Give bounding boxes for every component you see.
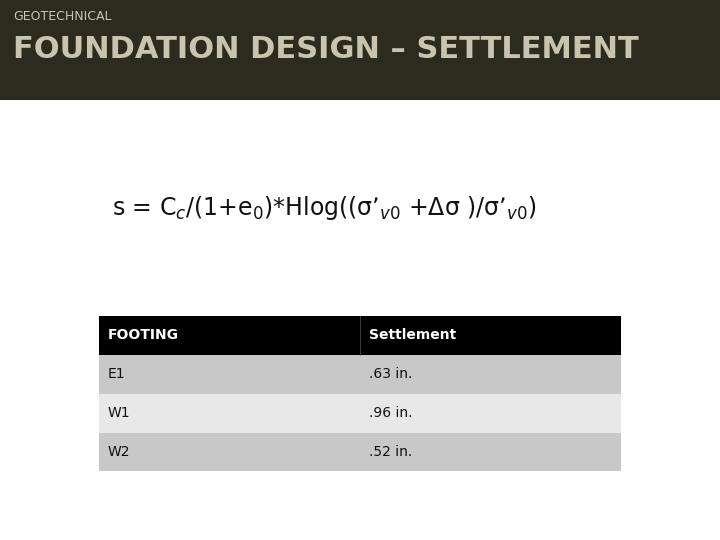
Bar bbox=[0, 0, 720, 100]
Text: E1: E1 bbox=[108, 367, 125, 381]
Bar bbox=[99, 316, 621, 355]
Text: Settlement: Settlement bbox=[369, 328, 456, 342]
Bar bbox=[99, 394, 621, 433]
Text: s = C$_c$/(1+e$_0$)*Hlog((σ’$_{v0}$ +Δσ )/σ’$_{v0}$): s = C$_c$/(1+e$_0$)*Hlog((σ’$_{v0}$ +Δσ … bbox=[112, 194, 536, 222]
Text: GEOTECHNICAL: GEOTECHNICAL bbox=[13, 10, 112, 23]
Text: W2: W2 bbox=[108, 445, 130, 459]
Bar bbox=[99, 355, 621, 394]
Bar bbox=[99, 433, 621, 471]
Text: W1: W1 bbox=[108, 406, 130, 420]
Text: .52 in.: .52 in. bbox=[369, 445, 412, 459]
Text: .96 in.: .96 in. bbox=[369, 406, 412, 420]
Text: FOUNDATION DESIGN – SETTLEMENT: FOUNDATION DESIGN – SETTLEMENT bbox=[13, 35, 639, 64]
Text: .63 in.: .63 in. bbox=[369, 367, 412, 381]
Text: FOOTING: FOOTING bbox=[108, 328, 179, 342]
